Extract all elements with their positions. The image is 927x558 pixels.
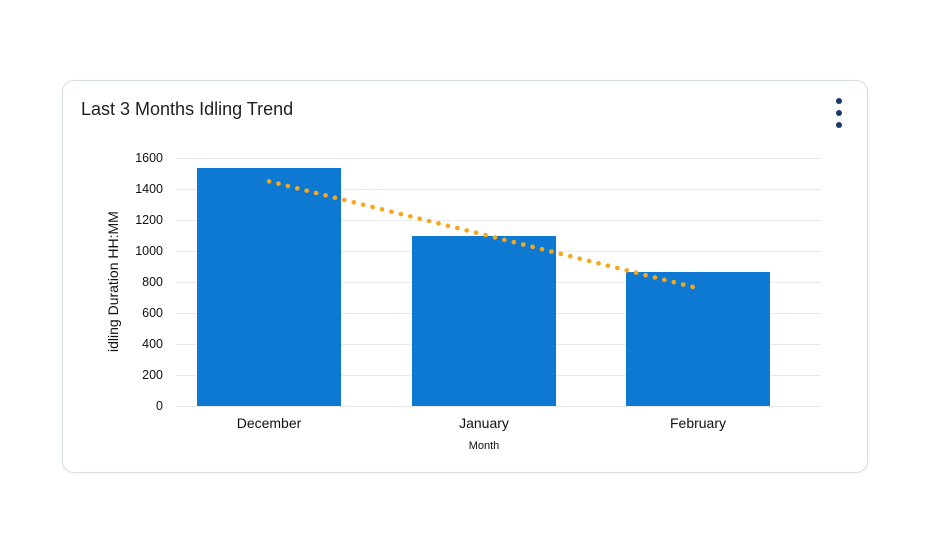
y-tick-label: 800: [142, 275, 163, 289]
gridline: [176, 406, 821, 407]
y-tick-label: 1600: [135, 151, 163, 165]
y-tick-label: 1000: [135, 244, 163, 258]
kebab-dot-icon: [836, 98, 842, 104]
bar-january[interactable]: [412, 235, 556, 406]
x-tick-label-december: December: [236, 415, 302, 431]
y-tick-label: 1200: [135, 213, 163, 227]
x-tick-label-february: February: [669, 415, 727, 431]
kebab-dot-icon: [836, 110, 842, 116]
more-options-button[interactable]: [827, 93, 851, 133]
gridline: [176, 158, 821, 159]
y-tick-label: 600: [142, 306, 163, 320]
y-tick-label: 400: [142, 337, 163, 351]
y-tick-label: 200: [142, 368, 163, 382]
idling-trend-card: Last 3 Months Idling Trend idling Durati…: [62, 80, 868, 473]
bar-february[interactable]: [626, 271, 770, 406]
bar-december[interactable]: [197, 168, 341, 406]
x-axis-title: Month: [468, 440, 500, 452]
chart-title: Last 3 Months Idling Trend: [81, 99, 294, 119]
plot-area: 0 200 400 600 800 1000 1200 1400 1600 December Jan…: [135, 151, 821, 431]
x-tick-label-january: January: [459, 415, 509, 431]
y-tick-label: 1400: [135, 182, 163, 196]
kebab-dot-icon: [836, 122, 842, 128]
y-tick-label: 0: [156, 399, 163, 413]
